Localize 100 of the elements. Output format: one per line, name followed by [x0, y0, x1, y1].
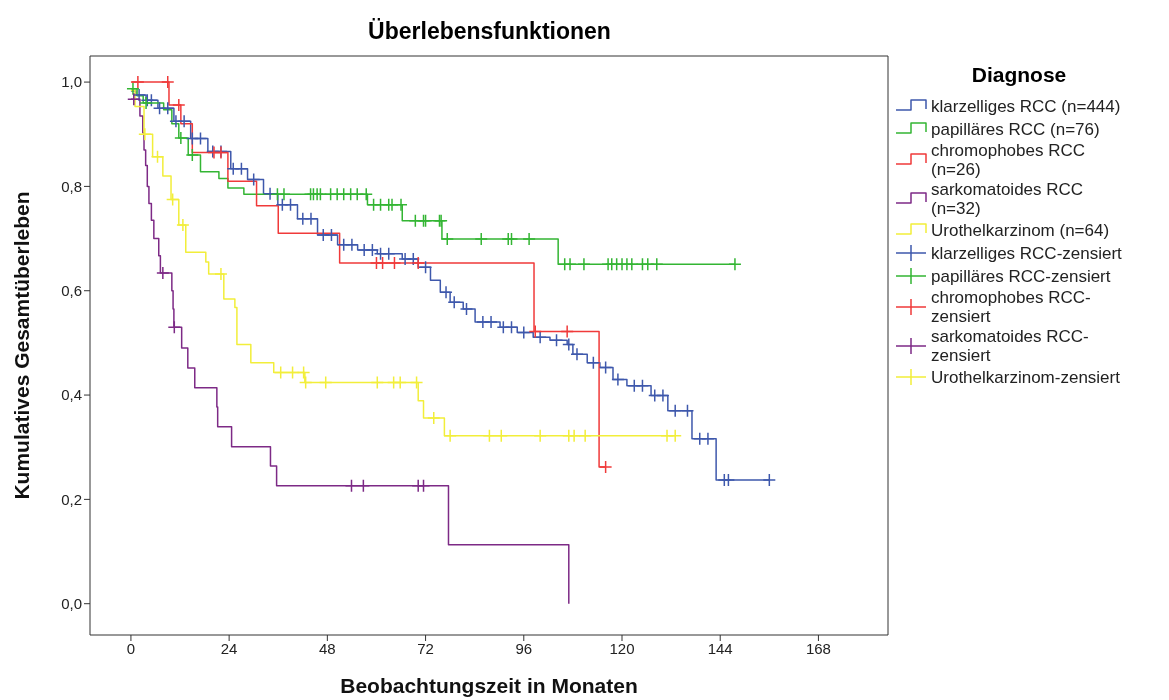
- point: [296, 365, 311, 380]
- point: [562, 337, 576, 352]
- point: [387, 256, 402, 270]
- point: [161, 75, 175, 89]
- x-tick-label: 0: [126, 639, 136, 657]
- legend-label: sarkomatoides RCC (n=32): [931, 180, 1085, 218]
- point: [517, 325, 531, 340]
- point: [443, 428, 457, 443]
- point: [298, 375, 313, 390]
- point: [567, 428, 581, 443]
- legend-label: Urothelkarzinom-zensiert: [931, 367, 1121, 387]
- point: [177, 114, 191, 128]
- point: [680, 403, 695, 418]
- point: [285, 365, 300, 380]
- x-tick-label: 72: [417, 639, 434, 657]
- point: [447, 295, 461, 309]
- point: [313, 187, 328, 201]
- legend-label: klarzelliges RCC-zensiert: [931, 243, 1123, 263]
- point: [193, 131, 208, 146]
- point: [356, 479, 371, 493]
- point: [482, 428, 497, 443]
- point: [318, 375, 333, 390]
- x-tick-label: 120: [609, 639, 635, 657]
- point: [494, 428, 509, 443]
- point: [156, 266, 170, 280]
- point: [578, 428, 592, 443]
- chart-title: Überlebensfunktionen: [367, 18, 612, 45]
- point: [174, 131, 188, 145]
- point: [650, 257, 664, 271]
- point: [721, 473, 736, 487]
- x-tick-label: 96: [515, 639, 533, 657]
- y-tick-label: 0,8: [61, 177, 82, 195]
- point: [150, 149, 165, 164]
- point: [359, 187, 373, 201]
- x-tick-label: 48: [319, 639, 336, 657]
- point: [185, 148, 200, 162]
- point: [273, 365, 288, 380]
- point: [635, 378, 650, 393]
- legend-label: klarzelliges RCC (n=444): [931, 96, 1122, 116]
- point: [165, 192, 180, 207]
- point: [563, 257, 577, 271]
- point: [668, 403, 682, 418]
- point: [283, 197, 298, 212]
- legend-label: papilläres RCC-zensiert: [931, 266, 1112, 286]
- point: [504, 320, 519, 334]
- point: [570, 347, 584, 362]
- point: [344, 479, 359, 493]
- point: [375, 256, 390, 270]
- point: [577, 257, 591, 271]
- point: [439, 285, 453, 300]
- point: [427, 411, 441, 425]
- point: [528, 324, 542, 339]
- x-tick-label: 168: [805, 639, 831, 657]
- point: [440, 232, 455, 246]
- point: [459, 302, 474, 316]
- point: [533, 428, 547, 443]
- point: [598, 360, 613, 375]
- y-axis-title: Kumulatives Gesamtüberleben: [10, 191, 34, 500]
- x-tick-label: 24: [220, 639, 238, 657]
- point: [474, 232, 488, 246]
- y-tick-label: 0,6: [61, 282, 82, 300]
- point: [214, 267, 228, 281]
- point: [418, 260, 433, 275]
- y-tick-label: 0,4: [61, 386, 82, 404]
- point: [161, 101, 175, 115]
- point: [370, 375, 385, 390]
- point: [484, 315, 498, 329]
- legend-label: Urothelkarzinom (n=64): [931, 220, 1111, 240]
- point: [277, 187, 291, 201]
- y-tick-label: 0,0: [61, 595, 82, 613]
- point: [728, 257, 742, 271]
- legend-title: Diagnose: [970, 63, 1068, 87]
- point: [138, 127, 152, 141]
- legend-label: chromophobes RCC (n=26): [931, 141, 1086, 179]
- point: [393, 375, 407, 390]
- point: [167, 320, 182, 334]
- point: [234, 161, 249, 176]
- point: [762, 473, 777, 487]
- point: [656, 388, 670, 403]
- point: [598, 460, 613, 474]
- point: [126, 82, 140, 96]
- point: [416, 479, 431, 493]
- point: [411, 256, 425, 270]
- point: [176, 218, 190, 232]
- point: [668, 428, 682, 443]
- x-tick-label: 144: [707, 639, 733, 657]
- point: [409, 375, 424, 390]
- point: [586, 355, 601, 370]
- point: [246, 172, 261, 187]
- point: [324, 228, 339, 242]
- y-tick-label: 1,0: [61, 73, 82, 91]
- point: [172, 98, 186, 112]
- point: [504, 232, 519, 246]
- point: [549, 333, 564, 348]
- point: [381, 246, 396, 261]
- point: [522, 232, 536, 246]
- point: [560, 324, 574, 339]
- point: [394, 197, 408, 212]
- legend-label: papilläres RCC (n=76): [931, 119, 1101, 139]
- point: [611, 372, 625, 387]
